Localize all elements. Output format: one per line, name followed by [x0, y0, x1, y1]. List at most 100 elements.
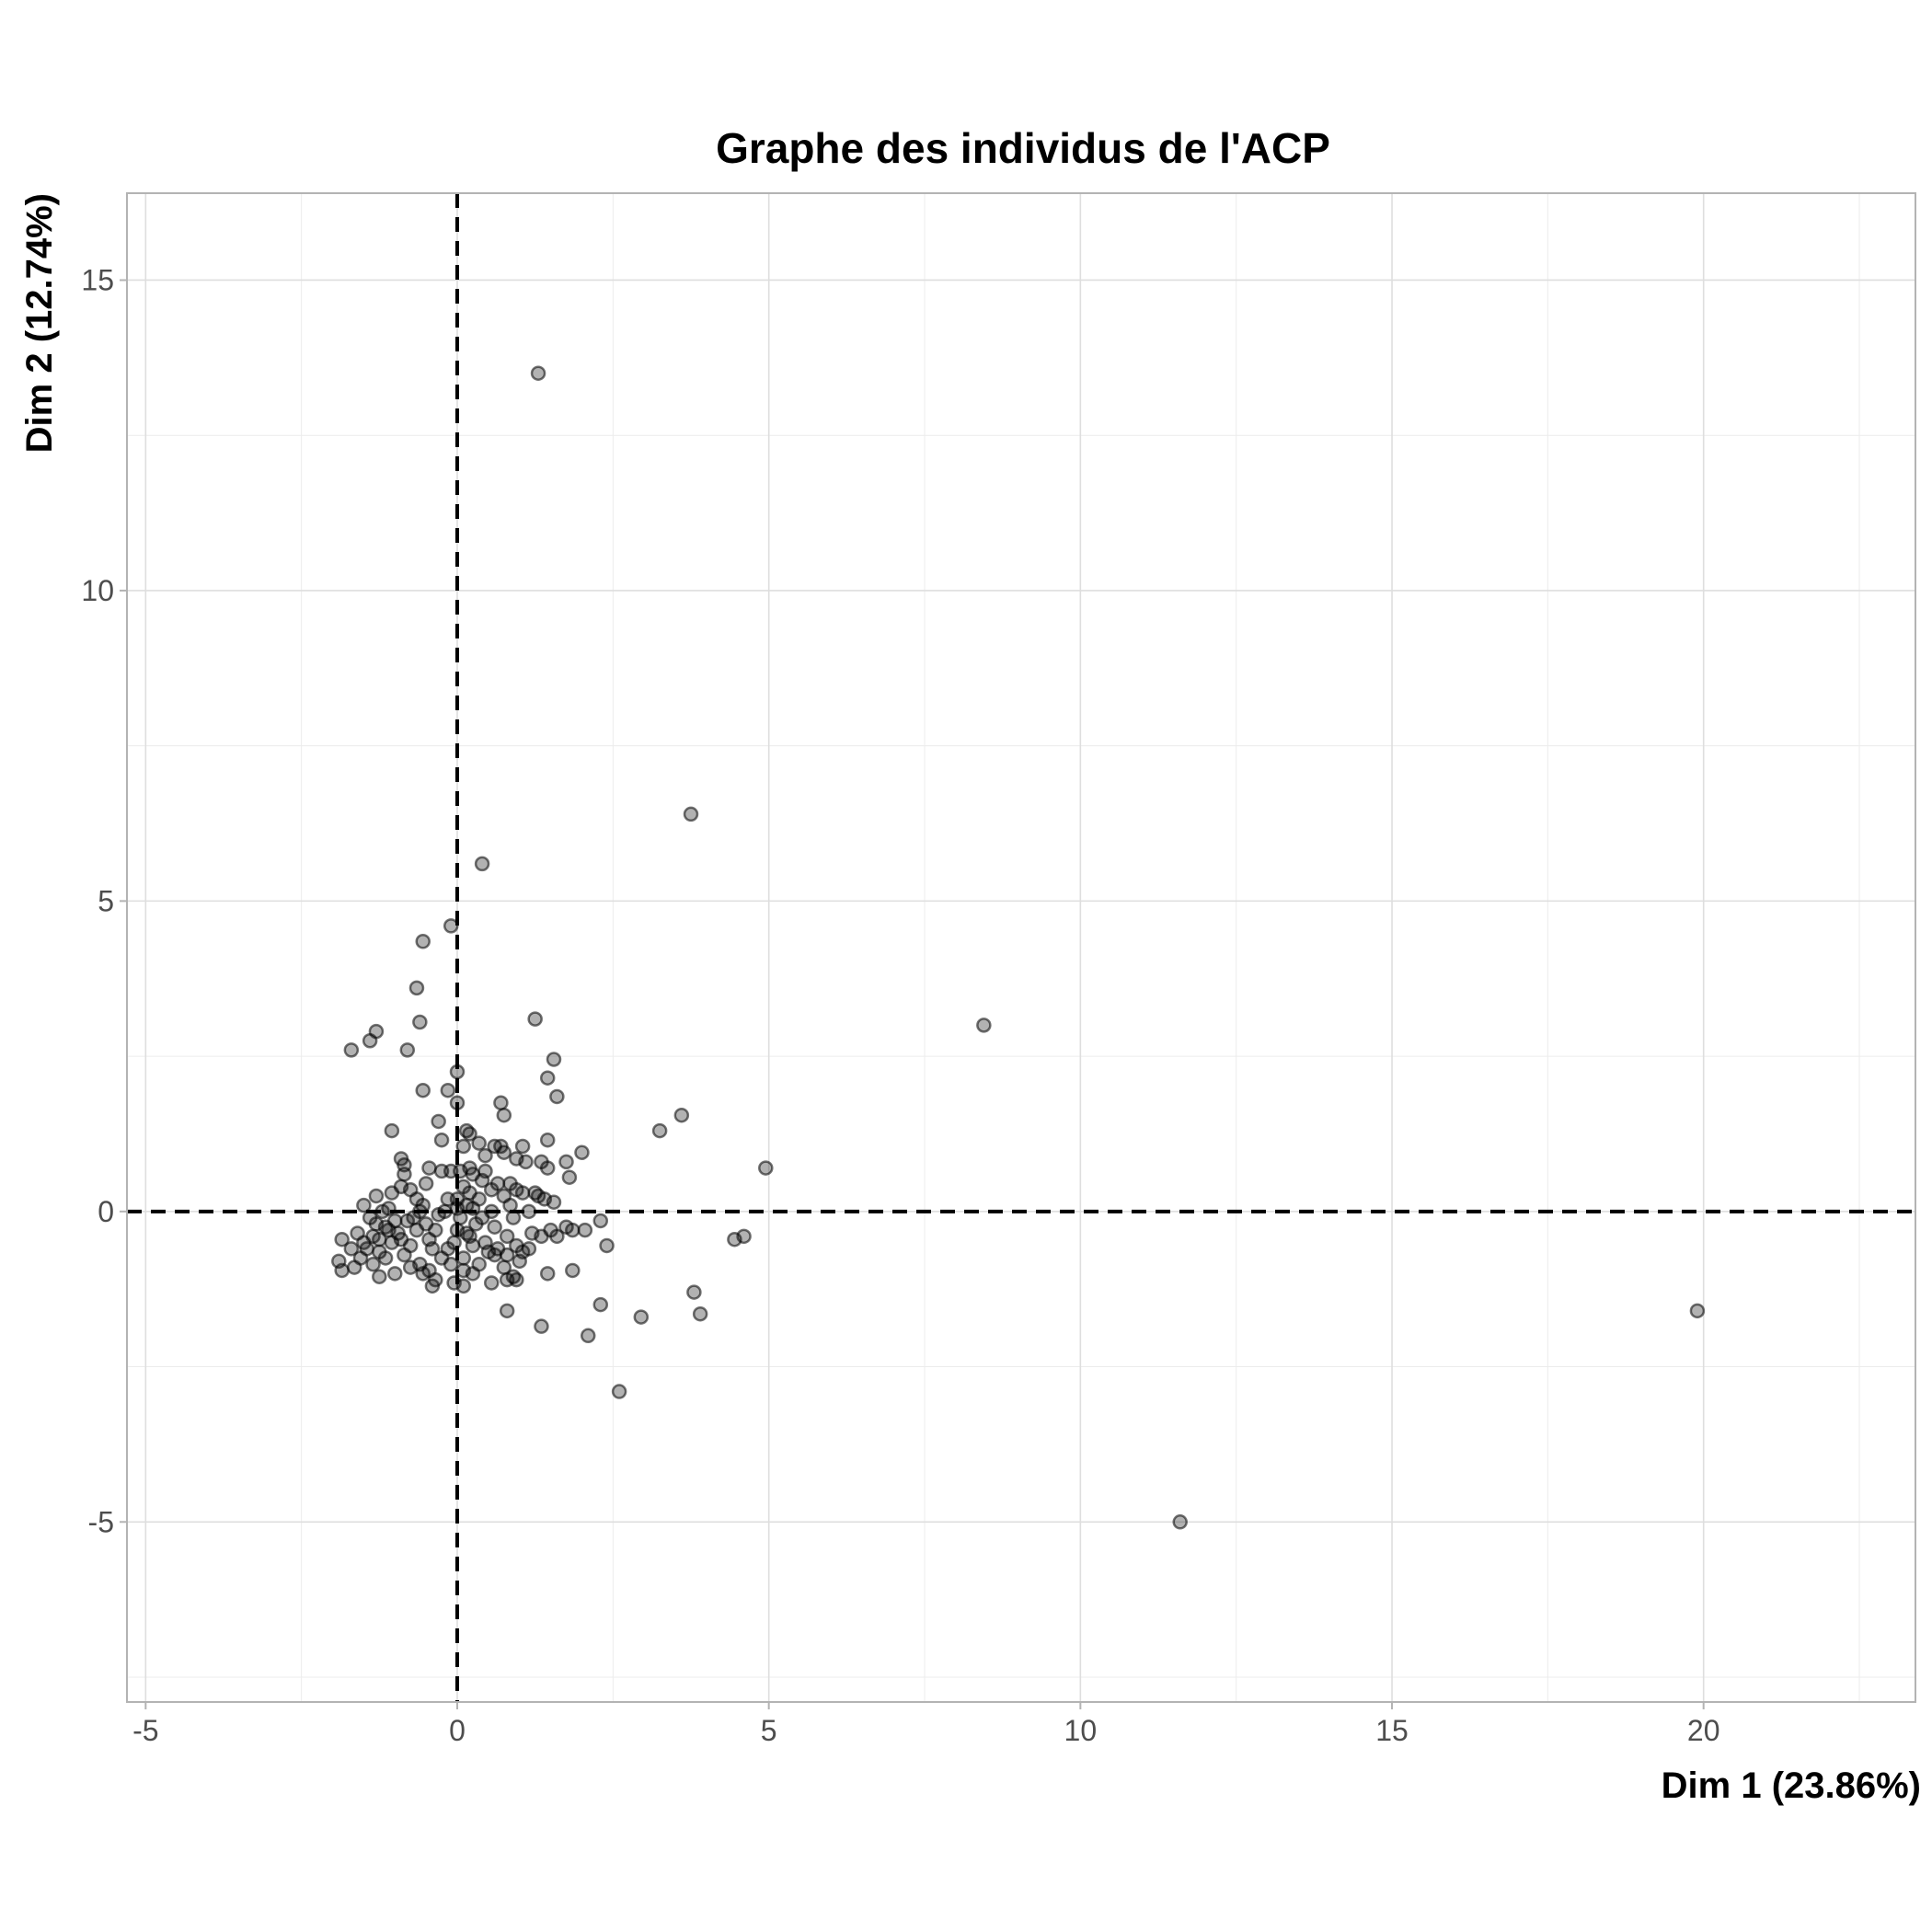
data-point	[471, 1135, 487, 1151]
data-point	[374, 1203, 390, 1220]
data-point	[387, 1266, 403, 1282]
data-point	[499, 1228, 515, 1245]
data-point	[437, 1203, 453, 1220]
data-point	[415, 934, 431, 949]
data-point	[514, 1185, 531, 1201]
data-point	[651, 1122, 668, 1139]
data-point	[346, 1259, 362, 1275]
data-point	[530, 365, 546, 381]
data-point	[477, 1147, 493, 1164]
data-point	[443, 918, 459, 934]
data-point	[521, 1203, 537, 1220]
y-tick-label: -5	[88, 1505, 114, 1538]
data-point	[446, 1235, 462, 1250]
data-point	[565, 1262, 581, 1279]
data-point	[518, 1154, 534, 1170]
y-axis-title: Dim 2 (12.74%)	[19, 193, 60, 453]
data-point	[412, 1014, 428, 1030]
data-point	[387, 1213, 403, 1229]
data-point	[415, 1266, 431, 1282]
data-point	[412, 1203, 428, 1220]
x-tick-label: 20	[1687, 1714, 1720, 1747]
data-point	[334, 1231, 350, 1248]
data-point	[509, 1271, 524, 1288]
data-point	[455, 1250, 472, 1266]
data-point	[397, 1167, 412, 1182]
x-tick-label: 15	[1375, 1714, 1409, 1747]
data-point	[443, 1256, 459, 1272]
data-point	[397, 1247, 412, 1263]
x-tick-label: 0	[449, 1714, 466, 1747]
data-point	[539, 1132, 556, 1148]
data-point	[512, 1253, 527, 1270]
x-tick-label: 10	[1064, 1714, 1098, 1747]
data-point	[539, 1070, 556, 1086]
data-point	[592, 1213, 609, 1229]
data-point	[577, 1222, 593, 1238]
data-point	[431, 1113, 446, 1130]
data-point	[561, 1169, 578, 1185]
data-point	[474, 856, 490, 872]
data-point	[502, 1197, 518, 1213]
data-point	[449, 1064, 466, 1080]
data-point	[673, 1107, 690, 1123]
data-point	[474, 1210, 490, 1225]
data-point	[453, 1163, 468, 1179]
data-point	[474, 1172, 490, 1189]
data-point	[343, 1042, 360, 1058]
minor-gridlines	[127, 193, 1915, 1702]
data-point	[633, 1309, 650, 1325]
data-point	[418, 1176, 434, 1191]
y-tick-label: 10	[81, 574, 114, 607]
data-point	[574, 1144, 590, 1160]
data-point	[758, 1160, 774, 1176]
data-point	[565, 1222, 581, 1238]
data-point	[402, 1259, 419, 1275]
data-point	[539, 1266, 556, 1282]
data-point	[549, 1088, 565, 1105]
data-point	[527, 1011, 543, 1027]
data-point	[428, 1222, 443, 1238]
data-point	[449, 1222, 466, 1238]
data-point	[408, 1222, 425, 1238]
data-point	[496, 1107, 512, 1123]
x-tick-label: 5	[761, 1714, 777, 1747]
data-point	[433, 1132, 450, 1148]
data-point	[692, 1305, 708, 1322]
chart-title: Graphe des individus de l'ACP	[716, 124, 1330, 172]
data-point	[449, 1095, 466, 1110]
data-point	[686, 1284, 702, 1300]
data-points	[331, 365, 1706, 1530]
data-point	[455, 1138, 472, 1155]
data-point	[368, 1188, 385, 1204]
data-point	[487, 1247, 502, 1263]
data-point	[592, 1296, 609, 1313]
data-point	[399, 1042, 416, 1058]
y-tick-label: 15	[81, 263, 114, 296]
data-point	[455, 1278, 472, 1294]
data-point	[1172, 1514, 1188, 1530]
x-tick-label: -5	[132, 1714, 158, 1747]
data-point	[534, 1318, 549, 1334]
data-point	[496, 1144, 512, 1160]
data-point	[514, 1138, 531, 1155]
data-point	[534, 1228, 549, 1245]
data-point	[372, 1269, 387, 1284]
data-point	[462, 1228, 477, 1245]
x-axis-ticks: -5 0 5 10 15 20	[132, 1702, 1719, 1747]
data-point	[599, 1237, 615, 1254]
data-point	[539, 1160, 556, 1176]
data-point	[484, 1275, 500, 1291]
data-point	[421, 1160, 437, 1176]
data-point	[393, 1231, 409, 1248]
data-point	[362, 1032, 378, 1049]
data-point	[384, 1122, 400, 1139]
data-point	[356, 1235, 372, 1250]
data-point	[727, 1231, 742, 1248]
data-point	[424, 1278, 441, 1294]
data-point	[440, 1082, 456, 1098]
data-point	[487, 1219, 502, 1235]
data-point	[424, 1241, 441, 1257]
